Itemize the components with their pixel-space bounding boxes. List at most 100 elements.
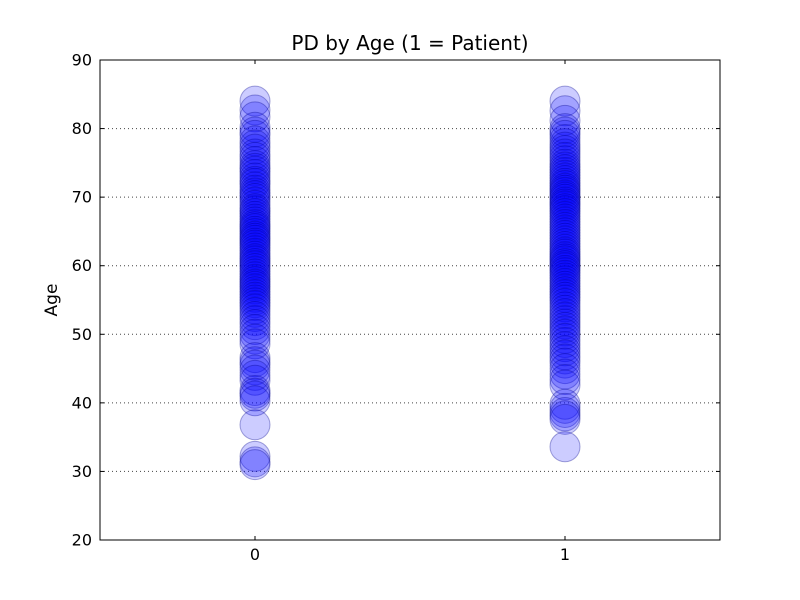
data-point <box>239 159 271 191</box>
data-point <box>239 385 271 417</box>
data-point <box>549 190 581 222</box>
data-point <box>549 148 581 180</box>
data-point <box>239 273 271 305</box>
data-point <box>239 101 271 133</box>
data-point <box>549 343 581 375</box>
data-point <box>549 265 581 297</box>
data-point <box>549 257 581 289</box>
data-point <box>549 311 581 343</box>
data-point <box>549 154 581 186</box>
data-point <box>239 165 271 197</box>
data-point <box>239 85 271 117</box>
data-point <box>549 176 581 208</box>
data-point <box>239 328 271 360</box>
data-point <box>549 85 581 117</box>
data-point <box>239 129 271 161</box>
data-point <box>549 364 581 396</box>
data-point <box>549 116 581 148</box>
data-point <box>239 155 271 187</box>
data-point <box>239 227 271 259</box>
data-point <box>549 294 581 326</box>
y-tick-label: 50 <box>72 325 92 344</box>
data-point <box>549 322 581 354</box>
data-point <box>549 138 581 170</box>
data-point <box>239 380 271 412</box>
x-tick-label: 0 <box>250 545 260 564</box>
data-point <box>239 265 271 297</box>
data-point <box>239 342 271 374</box>
data-point <box>549 236 581 268</box>
data-point <box>549 298 581 330</box>
data-point <box>239 141 271 173</box>
data-point <box>549 124 581 156</box>
data-point <box>549 245 581 277</box>
data-point <box>549 281 581 313</box>
data-point <box>549 222 581 254</box>
data-point <box>549 167 581 199</box>
data-point <box>239 215 271 247</box>
data-point <box>239 198 271 230</box>
data-point <box>549 276 581 308</box>
data-point <box>239 305 271 337</box>
data-point <box>239 318 271 350</box>
data-point <box>549 400 581 432</box>
data-point <box>549 181 581 213</box>
y-tick-label: 30 <box>72 462 92 481</box>
data-point <box>239 375 271 407</box>
data-point <box>239 167 271 199</box>
data-point <box>549 335 581 367</box>
data-point <box>549 151 581 183</box>
data-point <box>239 323 271 355</box>
data-point <box>239 116 271 148</box>
data-point <box>549 238 581 270</box>
data-point <box>549 259 581 291</box>
data-point <box>549 291 581 323</box>
data-point <box>239 276 271 308</box>
data-point <box>549 141 581 173</box>
data-point <box>549 225 581 257</box>
data-point <box>239 248 271 280</box>
y-tick-label: 60 <box>72 256 92 275</box>
data-point <box>239 349 271 381</box>
data-point <box>549 268 581 300</box>
data-point <box>239 289 271 321</box>
data-point <box>239 213 271 245</box>
data-point <box>239 300 271 332</box>
data-point <box>549 228 581 260</box>
data-point <box>239 263 271 295</box>
data-point <box>549 252 581 284</box>
data-point <box>239 189 271 221</box>
plot-frame <box>99 59 721 541</box>
data-point <box>239 111 271 143</box>
data-point <box>549 305 581 337</box>
data-point <box>549 270 581 302</box>
data-point <box>239 261 271 293</box>
data-point <box>549 403 581 435</box>
data-point <box>239 296 271 328</box>
data-point <box>549 95 581 127</box>
chart-title: PD by Age (1 = Patient) <box>291 31 529 55</box>
data-point <box>239 243 271 275</box>
data-point <box>549 188 581 220</box>
data-point <box>239 200 271 232</box>
data-point <box>239 232 271 264</box>
data-point <box>549 396 581 428</box>
data-point <box>239 281 271 313</box>
data-point <box>549 318 581 350</box>
y-tick-label: 40 <box>72 393 92 412</box>
data-point <box>239 217 271 249</box>
x-tick-label: 1 <box>560 545 570 564</box>
data-point <box>549 174 581 206</box>
data-point <box>549 104 581 136</box>
data-point <box>549 327 581 359</box>
data-point <box>239 237 271 269</box>
data-point <box>239 171 271 203</box>
data-point <box>239 119 271 151</box>
data-point <box>549 119 581 151</box>
data-point <box>549 113 581 145</box>
data-point <box>239 203 271 235</box>
data-point <box>549 145 581 177</box>
data-point <box>549 183 581 215</box>
data-point <box>239 193 271 225</box>
